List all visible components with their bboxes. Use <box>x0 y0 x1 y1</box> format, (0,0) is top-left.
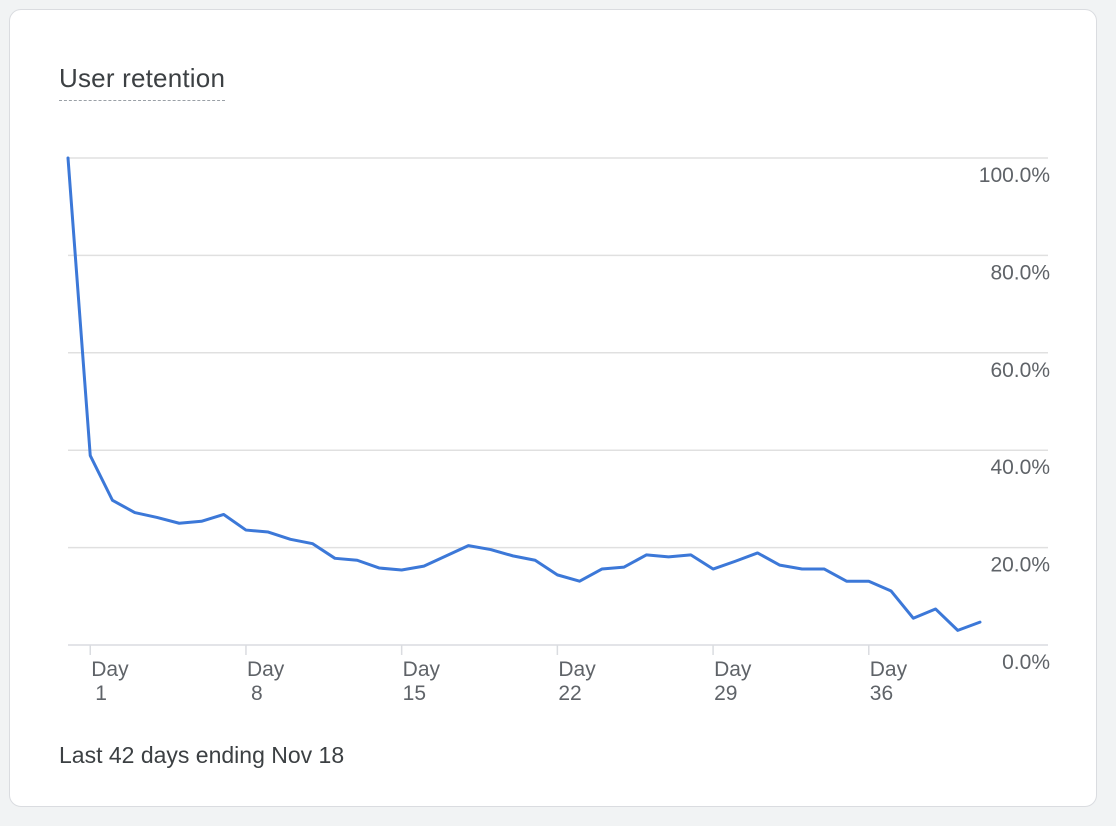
data-point[interactable] <box>195 515 207 527</box>
data-point[interactable] <box>284 533 296 545</box>
data-point[interactable] <box>663 551 675 563</box>
x-tick-label: 15 <box>403 682 426 705</box>
x-tick-label: Day <box>870 658 908 681</box>
data-point[interactable] <box>329 552 341 564</box>
retention-line[interactable] <box>66 156 982 632</box>
data-point[interactable] <box>930 603 942 615</box>
data-point[interactable] <box>84 450 96 462</box>
x-tick-label: Day <box>558 658 596 681</box>
data-point[interactable] <box>462 540 474 552</box>
data-point[interactable] <box>529 554 541 566</box>
y-tick-label: 40.0% <box>990 456 1050 479</box>
data-point[interactable] <box>752 547 764 559</box>
x-tick-label: 8 <box>251 682 263 705</box>
y-axis-ticks: 100.0% 80.0% 60.0% 40.0% 20.0% 0.0% <box>979 164 1050 674</box>
data-point[interactable] <box>818 563 830 575</box>
data-point[interactable] <box>396 564 408 576</box>
data-point[interactable] <box>129 507 141 519</box>
date-range-footnote: Last 42 days ending Nov 18 <box>59 742 345 768</box>
y-tick-label: 20.0% <box>990 554 1050 577</box>
data-point[interactable] <box>418 560 430 572</box>
data-point[interactable] <box>351 554 363 566</box>
data-point[interactable] <box>240 524 252 536</box>
data-point[interactable] <box>373 562 385 574</box>
data-point[interactable] <box>796 563 808 575</box>
x-tick-label: 22 <box>558 682 581 705</box>
y-tick-label: 60.0% <box>990 359 1050 382</box>
data-point[interactable] <box>485 544 497 556</box>
x-tick-label: 1 <box>95 682 107 705</box>
data-point[interactable] <box>596 563 608 575</box>
y-tick-label: 100.0% <box>979 164 1050 187</box>
data-point[interactable] <box>885 585 897 597</box>
data-point[interactable] <box>907 612 919 624</box>
data-point[interactable] <box>574 575 586 587</box>
data-point[interactable] <box>729 555 741 567</box>
data-point[interactable] <box>974 616 986 628</box>
x-tick-label: 36 <box>870 682 893 705</box>
series-layer <box>62 152 986 636</box>
x-tick-label: 29 <box>714 682 737 705</box>
data-point[interactable] <box>507 550 519 562</box>
data-point[interactable] <box>551 569 563 581</box>
user-retention-card: User retention 100.0% 80.0% 60.0% 40.0% 20.0… <box>9 9 1097 807</box>
data-point[interactable] <box>640 549 652 561</box>
x-tick-label: Day <box>247 658 285 681</box>
data-point[interactable] <box>618 561 630 573</box>
data-point[interactable] <box>62 152 74 164</box>
x-tick-label: Day <box>91 658 129 681</box>
card-title[interactable]: User retention <box>59 62 226 101</box>
data-point[interactable] <box>218 508 230 520</box>
data-point[interactable] <box>440 550 452 562</box>
x-tick-label: Day <box>403 658 441 681</box>
data-point[interactable] <box>774 559 786 571</box>
data-point[interactable] <box>307 538 319 550</box>
data-point[interactable] <box>685 549 697 561</box>
data-point[interactable] <box>262 526 274 538</box>
data-point[interactable] <box>952 624 964 636</box>
data-point[interactable] <box>173 517 185 529</box>
retention-chart: 100.0%80.0%60.0%40.0%20.0%0.0% Day1Day8D… <box>62 152 1050 705</box>
data-point[interactable] <box>841 575 853 587</box>
data-point[interactable] <box>106 494 118 506</box>
x-tick-label: Day <box>714 658 752 681</box>
data-point[interactable] <box>151 511 163 523</box>
y-tick-label: 0.0% <box>1002 651 1050 674</box>
data-point[interactable] <box>707 563 719 575</box>
data-point[interactable] <box>863 575 875 587</box>
y-tick-label: 80.0% <box>990 261 1050 284</box>
